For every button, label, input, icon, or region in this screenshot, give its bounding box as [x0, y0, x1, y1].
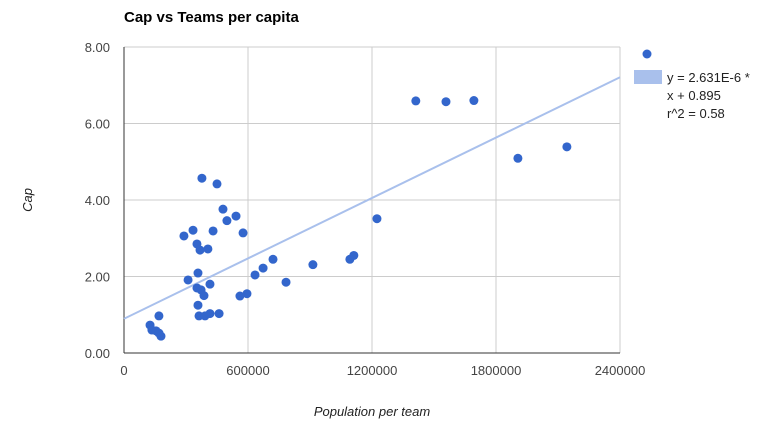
data-point	[268, 254, 278, 264]
data-point	[212, 179, 222, 189]
trendline	[123, 76, 621, 320]
data-point	[281, 277, 291, 287]
x-tick-label: 0	[120, 363, 127, 378]
data-point	[441, 97, 451, 107]
y-tick-label: 2.00	[85, 270, 110, 285]
data-point	[222, 216, 232, 226]
data-point	[179, 231, 189, 241]
y-tick-label: 4.00	[85, 193, 110, 208]
data-point	[513, 153, 523, 163]
data-point	[372, 214, 382, 224]
y-axis-title: Cap	[20, 188, 35, 212]
data-point	[195, 245, 205, 255]
data-point	[235, 291, 245, 301]
data-point	[214, 309, 224, 319]
data-point	[205, 279, 215, 289]
data-points	[145, 96, 572, 341]
x-tick-label: 2400000	[595, 363, 646, 378]
legend-trendline-swatch	[634, 70, 662, 84]
data-point	[231, 211, 241, 221]
data-point	[242, 289, 252, 299]
data-point	[258, 263, 268, 273]
chart-title: Cap vs Teams per capita	[124, 9, 299, 26]
data-point	[199, 291, 209, 301]
data-point	[154, 311, 164, 321]
data-point	[250, 270, 260, 280]
gridlines	[124, 46, 621, 353]
x-tick-label: 600000	[226, 363, 269, 378]
data-point	[349, 250, 359, 260]
x-tick-label: 1800000	[471, 363, 522, 378]
y-tick-label: 0.00	[85, 346, 110, 361]
data-point	[193, 268, 203, 278]
data-point	[208, 226, 218, 236]
y-tick-label: 8.00	[85, 40, 110, 55]
data-point	[193, 300, 203, 310]
y-axis-ticks: 0.00 2.00 4.00 6.00 8.00	[85, 40, 110, 361]
data-point	[469, 96, 479, 106]
data-point	[183, 275, 193, 285]
data-point	[203, 244, 213, 254]
legend-trendline-line-3: r^2 = 0.58	[667, 106, 725, 121]
data-point	[411, 96, 421, 106]
x-axis-ticks: 0 600000 1200000 1800000 2400000	[120, 363, 645, 378]
legend-trendline-line-2: x + 0.895	[667, 88, 721, 103]
data-point	[205, 309, 215, 319]
data-point	[218, 204, 228, 214]
legend: y = 2.631E-6 * x + 0.895 r^2 = 0.58	[634, 49, 750, 121]
legend-series-marker-icon	[642, 49, 652, 59]
data-point	[308, 260, 318, 270]
legend-trendline-line-1: y = 2.631E-6 *	[667, 70, 750, 85]
data-point	[238, 228, 248, 238]
x-tick-label: 1200000	[347, 363, 398, 378]
y-tick-label: 6.00	[85, 117, 110, 132]
data-point	[197, 173, 207, 183]
data-point	[562, 142, 572, 152]
x-axis-title: Population per team	[314, 404, 431, 419]
data-point	[156, 331, 166, 341]
data-point	[188, 225, 198, 235]
